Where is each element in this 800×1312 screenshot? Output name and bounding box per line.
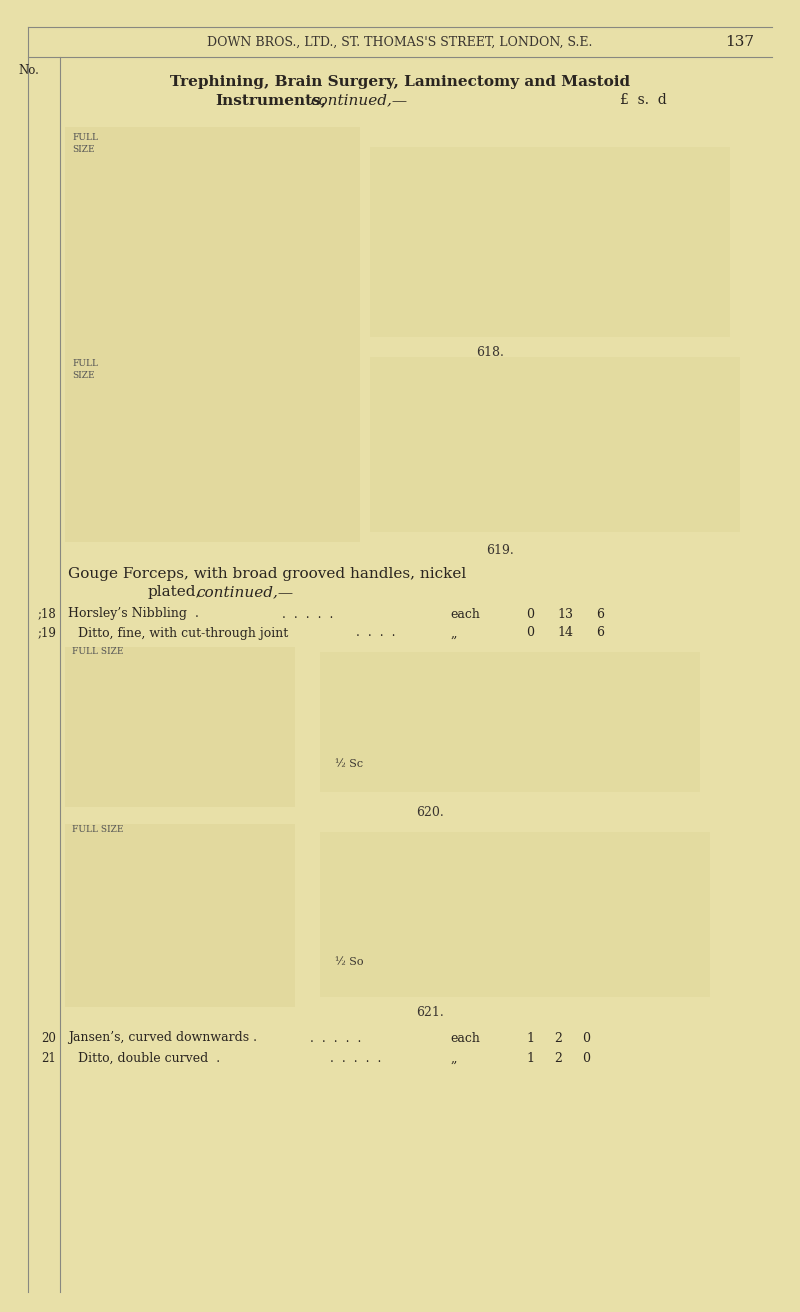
Text: ½ Sc: ½ Sc [335,760,363,769]
FancyBboxPatch shape [320,652,700,792]
Text: 6: 6 [596,607,604,621]
Text: 14: 14 [557,627,573,639]
Text: FULL SIZE: FULL SIZE [72,825,123,834]
Text: 0: 0 [526,627,534,639]
Text: SIZE: SIZE [72,371,94,380]
Text: 137: 137 [726,35,754,49]
Text: 1: 1 [526,1051,534,1064]
Text: Ditto, double curved  .: Ditto, double curved . [78,1051,220,1064]
Text: continued,—: continued,— [196,585,293,600]
Text: 2: 2 [554,1031,562,1044]
Text: 1: 1 [526,1031,534,1044]
Text: FULL: FULL [72,359,98,369]
FancyBboxPatch shape [370,357,740,531]
Text: FULL: FULL [72,133,98,142]
Text: .  .  .  .  .: . . . . . [330,1051,382,1064]
Text: Horsley’s Nibbling  .: Horsley’s Nibbling . [68,607,199,621]
Text: 6: 6 [596,627,604,639]
FancyBboxPatch shape [65,824,295,1008]
Text: plated,: plated, [148,585,202,600]
Text: SIZE: SIZE [72,144,94,154]
Text: No.: No. [18,63,39,76]
Text: ;18: ;18 [38,607,56,621]
Text: 0: 0 [582,1051,590,1064]
Text: £  s.  d: £ s. d [620,93,666,108]
Text: Instruments,: Instruments, [215,93,326,108]
Text: 619.: 619. [486,543,514,556]
Text: Ditto, fine, with cut-through joint: Ditto, fine, with cut-through joint [78,627,288,639]
Text: Gouge Forceps, with broad grooved handles, nickel: Gouge Forceps, with broad grooved handle… [68,567,466,581]
Text: .  .  .  .  .: . . . . . [310,1031,362,1044]
Text: .  .  .  .  .: . . . . . [282,607,334,621]
FancyBboxPatch shape [65,127,360,357]
Text: 620.: 620. [416,806,444,819]
Text: each: each [450,607,480,621]
Text: 0: 0 [526,607,534,621]
Text: Trephining, Brain Surgery, Laminectomy and Mastoid: Trephining, Brain Surgery, Laminectomy a… [170,75,630,89]
Text: Jansen’s, curved downwards .: Jansen’s, curved downwards . [68,1031,257,1044]
Text: each: each [450,1031,480,1044]
Text: 0: 0 [582,1031,590,1044]
Text: DOWN BROS., LTD., ST. THOMAS'S STREET, LONDON, S.E.: DOWN BROS., LTD., ST. THOMAS'S STREET, L… [207,35,593,49]
Text: FULL SIZE: FULL SIZE [72,648,123,656]
Text: ;19: ;19 [37,627,56,639]
Text: „: „ [450,627,457,639]
Text: 621.: 621. [416,1005,444,1018]
Text: 618.: 618. [476,345,504,358]
Text: .  .  .  .: . . . . [356,627,395,639]
Text: 21: 21 [42,1051,56,1064]
Text: 2: 2 [554,1051,562,1064]
FancyBboxPatch shape [65,357,360,542]
Text: continued,—: continued,— [310,93,407,108]
FancyBboxPatch shape [370,147,730,337]
Text: 20: 20 [41,1031,56,1044]
FancyBboxPatch shape [320,832,710,997]
Text: 13: 13 [557,607,573,621]
FancyBboxPatch shape [65,647,295,807]
Text: „: „ [450,1051,457,1064]
Text: ½ So: ½ So [335,956,363,967]
